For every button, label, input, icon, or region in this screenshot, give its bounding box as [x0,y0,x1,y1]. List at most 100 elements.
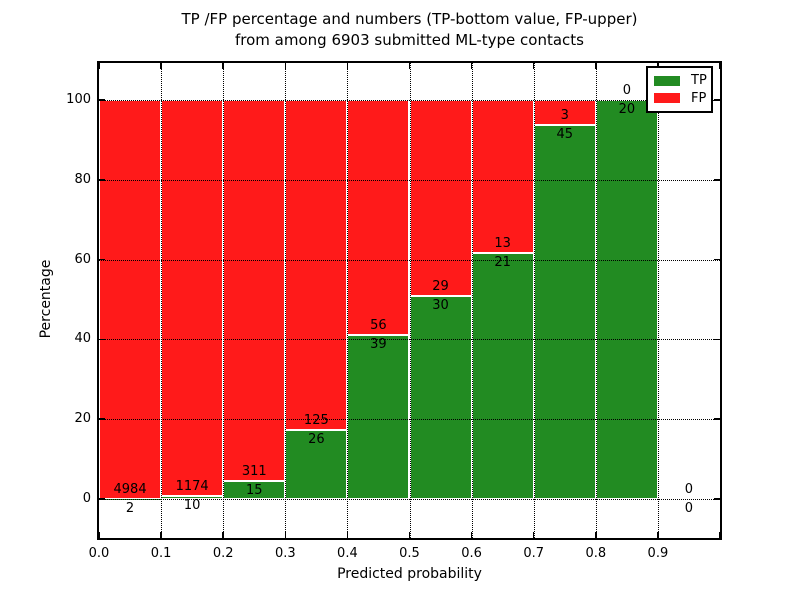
y-tick-label: 0 [82,491,91,506]
x-tick-mark [284,532,287,538]
legend-swatch-tp [654,75,680,86]
y-tick-mark [99,99,105,101]
x-tick-mark [719,63,721,69]
chart-title-line2: from among 6903 submitted ML-type contac… [235,31,584,49]
y-tick-mark [99,179,105,181]
bar-tp-segment [595,100,658,499]
y-tick-mark [714,179,720,181]
x-tick-mark [657,532,659,538]
tp-count-label: 10 [183,497,201,513]
y-tick-label: 80 [74,171,91,187]
x-tick-label: 0.6 [461,546,482,561]
v-gridline [409,63,411,538]
y-tick-mark [714,418,720,420]
x-tick-label: 0.5 [399,546,420,561]
legend-label-fp: FP [691,90,707,106]
x-tick-mark [98,63,100,69]
y-tick-mark [714,338,720,341]
x-tick-label: 0.4 [337,546,358,561]
v-gridline [347,63,349,538]
fp-count-label: 1174 [175,478,209,494]
tp-count-label: 0 [684,501,694,516]
x-tick-mark [532,532,535,538]
y-tick-label: 100 [66,92,91,107]
x-tick-mark [408,63,411,69]
tp-count-label: 26 [308,432,325,448]
y-tick-mark [714,99,720,101]
bar-tp-segment [285,430,348,499]
y-tick-mark [99,338,105,341]
y-tick-mark [714,498,720,500]
fp-count-label: 3 [560,107,569,123]
bar-fp-segment [471,100,534,253]
legend-item-tp: TP [654,73,707,89]
bar-tp-segment [471,252,534,499]
x-tick-mark [346,63,349,69]
x-tick-mark [470,63,473,69]
x-tick-mark [532,63,535,69]
legend-label-tp: TP [691,73,707,89]
bar-fp-segment [99,100,162,499]
bar-fp-segment [409,100,472,297]
x-tick-mark [595,63,597,69]
legend-item-fp: FP [654,90,707,106]
x-tick-label: 0.0 [88,546,110,561]
tp-count-label: 45 [556,126,574,142]
y-tick-label: 60 [74,251,91,267]
bar-tp-segment [347,335,410,499]
x-tick-mark [719,532,721,538]
fp-count-label: 0 [684,482,694,497]
v-gridline [161,63,163,538]
x-tick-label: 0.3 [274,546,296,561]
y-tick-label: 20 [74,411,91,427]
x-tick-label: 0.8 [585,546,607,561]
x-tick-mark [160,63,162,69]
x-tick-label: 0.2 [212,546,234,561]
chart-title-line1: TP /FP percentage and numbers (TP-bottom… [181,10,638,28]
x-tick-mark [346,532,349,538]
x-tick-mark [98,532,100,538]
x-tick-mark [595,532,597,538]
y-tick-mark [714,258,720,261]
v-gridline [595,63,597,538]
legend-swatch-fp [654,93,680,104]
tp-count-label: 2 [125,500,135,516]
x-tick-mark [160,532,162,538]
y-axis-label: Percentage [38,259,54,339]
v-gridline [657,63,659,538]
v-gridline [533,63,535,538]
x-axis-label: Predicted probability [337,566,482,582]
plot-area: 4984 2 1174 10 311 15 125 26 56 39 29 30 13 21 3 45 0 20 0… [98,63,721,538]
v-gridline [285,63,287,538]
bar-tp-segment [409,296,472,499]
bar-tp-segment [533,124,596,499]
x-tick-mark [284,63,287,69]
x-tick-mark [408,532,411,538]
fp-count-label: 125 [303,413,329,429]
bar-fp-segment [161,100,224,496]
axes-frame: 4984 2 1174 10 311 15 125 26 56 39 29 30 13 21 3 45 0 20 0… [97,61,722,540]
bar-fp-segment [347,100,410,336]
y-tick-mark [99,418,105,420]
fp-count-label: 56 [370,318,387,334]
tp-count-label: 21 [494,254,511,270]
x-tick-mark [470,532,473,538]
fp-count-label: 311 [241,463,267,479]
bar-fp-segment [285,100,348,431]
y-tick-mark [99,258,105,261]
fp-count-label: 0 [622,83,631,98]
v-gridline [223,63,225,538]
tp-count-label: 30 [432,298,449,314]
fp-count-label: 13 [494,235,511,251]
fp-count-label: 29 [432,279,449,295]
y-tick-mark [99,498,105,500]
tp-count-label: 20 [618,102,636,117]
x-tick-mark [222,532,224,538]
legend: TP FP [646,66,713,113]
fp-count-label: 4984 [113,481,147,497]
x-tick-label: 0.7 [523,546,545,561]
x-tick-label: 0.9 [647,546,669,561]
y-tick-label: 40 [74,331,91,347]
v-gridline [471,63,473,538]
